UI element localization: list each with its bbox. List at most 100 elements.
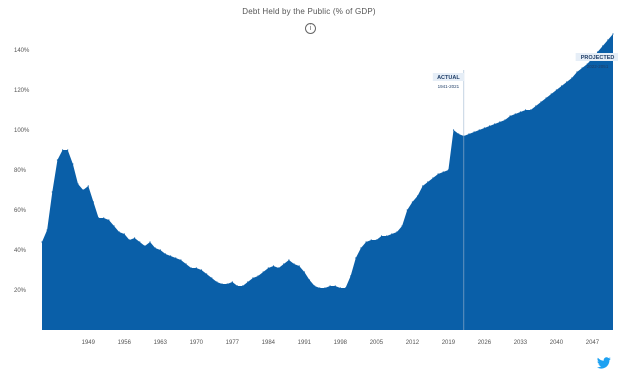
data-point-1947 — [77, 183, 79, 185]
y-tick-label-20: 20% — [14, 288, 27, 294]
data-point-2035 — [530, 109, 532, 111]
data-point-2033 — [519, 111, 522, 113]
x-tick-label-1956: 1956 — [118, 340, 132, 346]
data-point-1958 — [133, 237, 136, 239]
data-point-2027 — [488, 125, 491, 127]
data-point-2031 — [509, 115, 511, 117]
data-point-1984 — [267, 267, 269, 269]
x-tick-label-1984: 1984 — [262, 340, 276, 346]
annotation-label-actual: ACTUAL — [437, 75, 460, 81]
x-tick-label-1991: 1991 — [298, 340, 312, 346]
x-tick-label-2026: 2026 — [478, 340, 492, 346]
data-point-1954 — [113, 225, 115, 227]
data-point-2024 — [473, 131, 475, 133]
data-point-2029 — [499, 121, 501, 123]
data-point-2028 — [494, 123, 496, 125]
data-point-2032 — [514, 113, 516, 115]
data-point-1967 — [180, 259, 182, 261]
data-point-1997 — [334, 285, 336, 287]
data-point-2038 — [545, 97, 547, 99]
x-tick-label-2012: 2012 — [406, 340, 420, 346]
data-point-1959 — [139, 241, 141, 243]
data-point-2026 — [483, 127, 485, 129]
data-point-1970 — [195, 267, 197, 269]
data-point-1965 — [170, 255, 172, 257]
data-point-1985 — [272, 265, 275, 267]
data-point-1996 — [329, 285, 331, 287]
data-point-1976 — [226, 283, 228, 285]
data-point-1972 — [206, 273, 208, 275]
data-point-1946 — [72, 163, 74, 165]
data-point-2045 — [581, 67, 583, 69]
data-point-1973 — [211, 277, 213, 279]
data-point-2013 — [416, 195, 419, 197]
data-point-2017 — [437, 173, 439, 175]
data-point-2011 — [406, 209, 408, 211]
data-point-2010 — [401, 225, 403, 227]
data-point-1955 — [118, 231, 120, 233]
data-point-1979 — [242, 285, 244, 287]
x-tick-label-1963: 1963 — [154, 340, 168, 346]
data-point-1987 — [283, 263, 285, 265]
data-point-2018 — [442, 171, 444, 173]
data-point-1991 — [303, 271, 305, 273]
x-tick-label-2033: 2033 — [514, 340, 528, 346]
data-point-1994 — [319, 287, 321, 289]
data-point-2019 — [447, 169, 449, 171]
data-point-2036 — [535, 105, 537, 107]
data-point-1963 — [159, 249, 161, 251]
data-point-2048 — [596, 51, 599, 53]
data-point-1948 — [82, 189, 84, 191]
data-point-1952 — [103, 217, 105, 219]
data-point-1953 — [108, 219, 110, 221]
data-point-2051 — [612, 33, 614, 35]
data-point-2030 — [504, 119, 506, 121]
data-point-1968 — [185, 263, 187, 265]
y-tick-label-140: 140% — [14, 48, 30, 54]
data-point-1978 — [236, 285, 239, 287]
data-point-2023 — [468, 133, 470, 135]
chart-title: Debt Held by the Public (% of GDP) — [242, 7, 376, 16]
debt-area — [42, 34, 613, 330]
y-tick-label-120: 120% — [14, 88, 30, 94]
x-tick-label-2047: 2047 — [586, 340, 600, 346]
data-point-2002 — [360, 247, 362, 249]
data-point-2005 — [375, 239, 377, 241]
data-point-1951 — [97, 217, 100, 219]
data-point-2040 — [555, 89, 558, 91]
data-point-2021 — [458, 133, 460, 135]
data-point-1992 — [308, 279, 311, 281]
info-icon[interactable]: i — [305, 23, 316, 34]
x-tick-label-1998: 1998 — [334, 340, 348, 346]
data-point-2015 — [427, 181, 429, 183]
data-point-2006 — [380, 235, 383, 237]
annotation-box-actual — [432, 73, 464, 81]
annotations: ACTUAL 1941-2021 PROJECTED 2022-2051 — [432, 53, 618, 89]
data-point-2001 — [355, 257, 357, 259]
y-tick-label-40: 40% — [14, 248, 27, 254]
twitter-icon[interactable] — [597, 357, 611, 369]
data-point-1957 — [128, 239, 131, 241]
data-point-1982 — [257, 275, 259, 277]
data-point-1995 — [324, 287, 326, 289]
data-point-1989 — [293, 263, 295, 265]
data-point-2042 — [566, 81, 568, 83]
data-point-1986 — [278, 267, 280, 269]
x-tick-label-1970: 1970 — [190, 340, 204, 346]
data-point-1966 — [175, 257, 177, 259]
data-point-2012 — [411, 201, 413, 203]
data-point-2004 — [370, 239, 372, 241]
data-point-1943 — [56, 159, 59, 161]
x-axis: 1949 1956 1963 1970 1977 1984 1991 1998 2005 2012… — [82, 340, 600, 346]
data-point-2003 — [365, 241, 367, 243]
data-point-2049 — [602, 45, 604, 47]
data-point-2044 — [576, 71, 578, 73]
plot-area — [41, 33, 614, 330]
data-point-1945 — [67, 149, 69, 151]
x-tick-label-2019: 2019 — [442, 340, 456, 346]
data-point-1981 — [252, 277, 254, 279]
data-point-1977 — [231, 281, 233, 283]
data-point-1974 — [216, 281, 218, 283]
data-point-1971 — [200, 269, 203, 271]
